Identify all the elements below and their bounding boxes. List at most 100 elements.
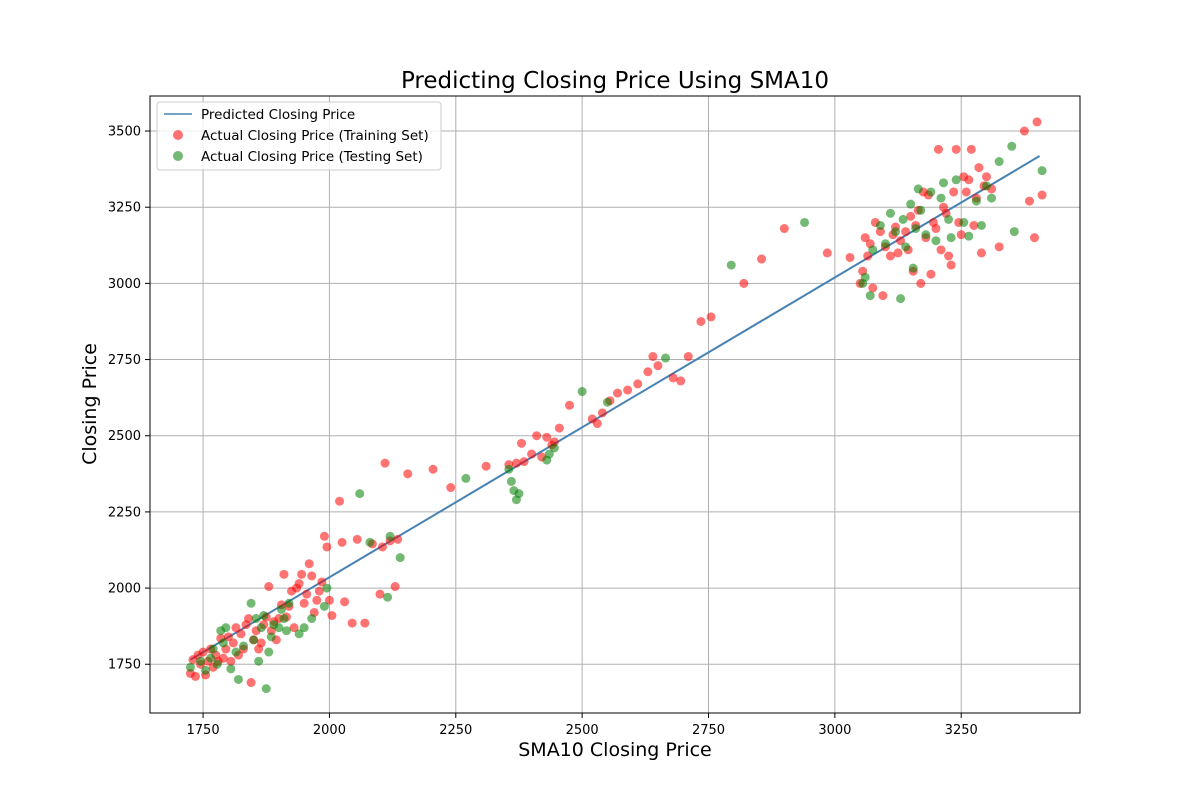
training-point [1037,190,1047,200]
testing-point [896,294,906,304]
testing-point [239,641,249,651]
x-axis-label: SMA10 Closing Price [518,739,712,761]
testing-point [322,583,332,593]
x-tick-label: 3000 [818,723,851,738]
testing-point [504,464,514,474]
training-point [299,598,309,608]
x-tick-label: 3250 [945,723,978,738]
training-point [961,187,971,197]
testing-point [251,614,261,624]
training-point [565,400,575,410]
training-point [304,559,314,569]
training-point [906,211,916,221]
testing-point [246,598,256,608]
training-point [1024,196,1034,206]
training-point [885,251,895,261]
testing-point [885,208,895,218]
legend: Predicted Closing Price Actual Closing P… [156,101,442,171]
testing-point [931,236,941,246]
testing-point [946,233,956,243]
testing-point [661,353,671,363]
legend-label-predicted: Predicted Closing Price [201,107,355,123]
training-point [994,242,1004,252]
plot-frame [149,95,1081,714]
training-point [739,278,749,288]
training-point [653,361,663,371]
training-point [613,388,623,398]
testing-point [385,531,395,541]
testing-point [514,489,524,499]
y-tick-label: 1750 [108,658,141,673]
y-tick-label: 3250 [108,201,141,216]
testing-point [994,157,1004,167]
testing-point [208,644,218,654]
testing-point [256,623,266,633]
y-tick-label: 2250 [108,505,141,520]
testing-point [264,647,274,657]
training-point [314,586,324,596]
testing-point [944,214,954,224]
training-point [956,230,966,240]
training-point [592,419,602,429]
training-point [289,623,299,633]
training-point [352,534,362,544]
training-point [236,629,246,639]
training-point [256,638,266,648]
testing-point [365,537,375,547]
training-point [936,245,946,255]
x-tick-label: 2000 [313,723,346,738]
training-point [542,432,552,442]
testing-point [319,601,329,611]
testing-point [383,592,393,602]
testing-point [1037,166,1047,176]
testing-point [939,178,949,188]
training-point [949,187,959,197]
training-point [668,373,678,383]
training-point [378,542,387,552]
testing-point [279,614,289,624]
training-point [244,614,254,624]
training-point [335,496,345,506]
testing-point [865,291,875,301]
testing-point [254,656,264,666]
testing-point [959,217,969,227]
training-point [511,458,521,468]
testing-point [891,227,901,237]
training-point [974,163,984,173]
legend-testing-swatch [173,151,183,161]
training-point [360,618,370,628]
training-point [481,461,491,471]
testing-point [266,632,276,642]
testing-point [299,623,309,633]
y-tick-label: 2000 [108,582,141,597]
testing-point [901,242,911,252]
testing-point [233,674,243,684]
testing-point [800,217,810,227]
testing-point [936,193,946,203]
testing-point [355,489,365,499]
testing-point [911,224,921,234]
testing-point [221,623,231,633]
training-point [1032,117,1042,127]
testing-point [981,181,991,191]
training-point [190,671,200,681]
training-point [340,597,350,607]
testing-point [218,638,228,648]
training-point [969,220,979,230]
grid [150,96,1080,713]
training-point [822,248,832,258]
training-point [845,252,855,262]
training-point [294,579,304,589]
training-point [1019,126,1029,136]
testing-point [916,205,926,215]
training-point [926,269,936,279]
testing-point [461,473,471,483]
training-point [676,376,686,386]
training-point [264,582,274,592]
training-point [554,423,564,433]
training-point [393,534,403,544]
testing-point [185,662,195,672]
training-point [532,431,542,441]
y-tick-label: 2500 [108,429,141,444]
